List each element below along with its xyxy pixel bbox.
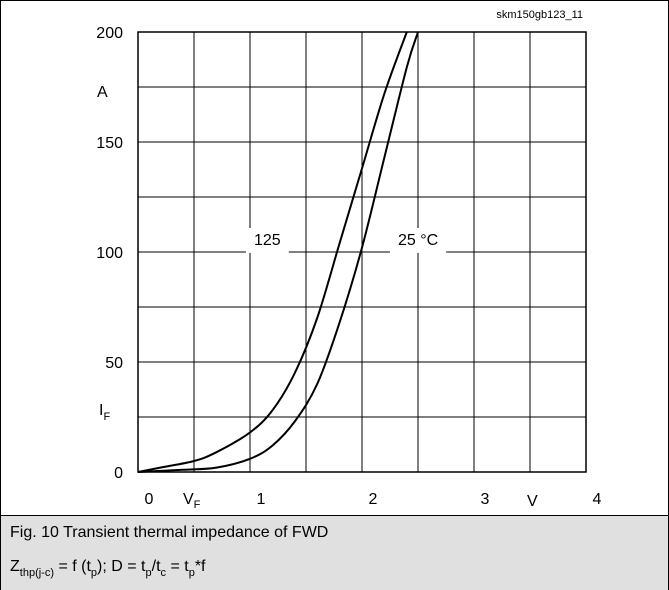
y-unit-label: A xyxy=(97,84,108,101)
caption-formula: Zthp(j-c) = f (tp); D = tp/tc = tp*f xyxy=(10,558,206,579)
x-unit-label: V xyxy=(527,493,538,510)
caption: Fig. 10 Transient thermal impedance of F… xyxy=(1,515,668,590)
y-tick-label: 50 xyxy=(105,355,123,372)
x-tick-label: 0 xyxy=(145,491,154,508)
y-tick-label: 200 xyxy=(96,25,123,42)
curves xyxy=(137,31,419,473)
x-tick-label: 2 xyxy=(369,491,378,508)
series-line-25c xyxy=(137,31,419,473)
series-label-background xyxy=(246,228,289,253)
series-label-125: 125 xyxy=(254,232,281,249)
x-symbol-label: VF xyxy=(183,491,201,511)
x-tick-label: 1 xyxy=(257,491,266,508)
grid xyxy=(138,32,586,472)
y-symbol-label: IF xyxy=(99,402,110,423)
y-tick-label: 0 xyxy=(114,465,123,482)
forward-characteristic-chart: 0 1 2 3 4 0 50 100 150 200 skm150gb123_11 A IF V… xyxy=(96,9,602,511)
x-tick-label: 4 xyxy=(593,491,602,508)
series-line-125 xyxy=(137,31,408,473)
y-tick-labels: 0 50 100 150 200 xyxy=(96,25,123,482)
series-label-25c: 25 °C xyxy=(398,232,438,249)
y-tick-label: 100 xyxy=(96,245,123,262)
x-tick-label: 3 xyxy=(481,491,490,508)
plot-border xyxy=(137,31,587,473)
figure-id: skm150gb123_11 xyxy=(496,9,583,21)
x-tick-labels: 0 1 2 3 4 xyxy=(145,491,602,508)
y-tick-label: 150 xyxy=(96,135,123,152)
series-label-background xyxy=(390,228,447,253)
caption-title: Fig. 10 Transient thermal impedance of F… xyxy=(10,524,329,541)
